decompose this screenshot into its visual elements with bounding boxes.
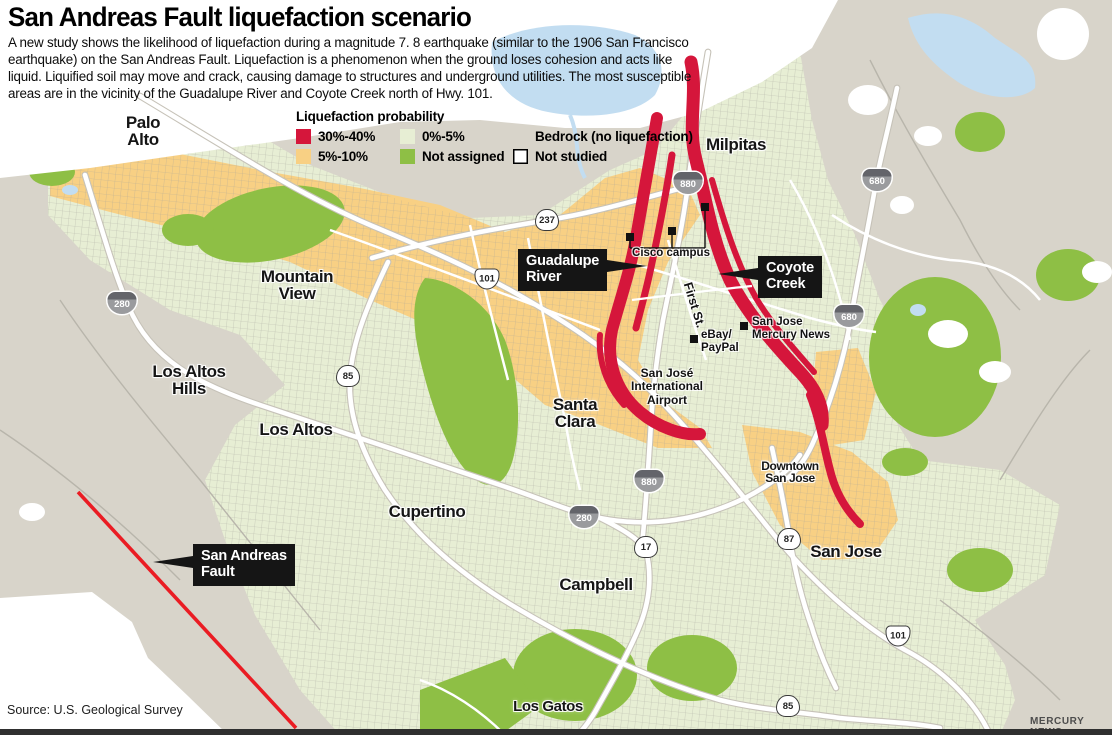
legend-swatch-30-40 <box>296 129 311 144</box>
highway-shield-i280-west: 280 <box>107 292 137 314</box>
water-bodies <box>62 13 1036 316</box>
cisco-marker <box>701 203 709 211</box>
city-label-los-altos: Los Altos <box>259 420 333 439</box>
highway-shield-us101-north: 101 <box>474 268 500 290</box>
legend-swatch-not-studied <box>513 149 528 164</box>
city-label-los-altos-hills: Los Altos Hills <box>152 362 226 399</box>
callout-san-andreas-fault: San Andreas Fault <box>153 544 295 586</box>
callout-guadalupe-river: Guadalupe River <box>518 249 648 291</box>
page-title: San Andreas Fault liquefaction scenario <box>8 2 472 32</box>
city-label-campbell: Campbell <box>559 575 633 594</box>
highway-shield-i680-north: 680 <box>862 169 892 191</box>
legend-swatch-bedrock <box>513 129 528 144</box>
cisco-marker <box>668 227 676 235</box>
mercury-news-marker <box>740 322 748 330</box>
poi-label-mercury-news: San Jose Mercury News <box>752 316 830 341</box>
legend-label: 5%-10% <box>318 149 368 164</box>
not-assigned-zones <box>29 112 1100 735</box>
poi-label-ebay-paypal: eBay/ PayPal <box>701 329 739 354</box>
cisco-marker <box>626 233 634 241</box>
legend-heading: Liquefaction probability <box>296 109 445 124</box>
highway-shield-ca85-south: 85 <box>776 695 800 717</box>
legend-item-5-10: 5%-10% <box>296 149 400 164</box>
callout-coyote-creek: Coyote Creek <box>718 256 822 298</box>
poi-label-sjc-airport: San José International Airport <box>630 366 704 407</box>
city-label-san-jose: San Jose <box>810 542 882 561</box>
city-label-palo-alto: Palo Alto <box>125 113 161 150</box>
roads-over-red <box>631 239 753 361</box>
legend-swatch-0-5 <box>400 129 415 144</box>
city-label-santa-clara: Santa Clara <box>552 395 598 432</box>
legend-item-30-40: 30%-40% <box>296 129 400 144</box>
legend-label: 30%-40% <box>318 129 376 144</box>
highway-shield-ca87: 87 <box>777 528 801 550</box>
source-credit: Source: U.S. Geological Survey <box>7 703 183 717</box>
highway-shield-i880-north: 880 <box>673 172 703 194</box>
highway-shield-us101-south: 101 <box>885 625 911 647</box>
cisco-leader-lines <box>629 211 706 249</box>
legend-item-bedrock: Bedrock (no liquefaction) <box>513 129 693 144</box>
highway-shield-ca85-north: 85 <box>336 365 360 387</box>
legend-grid: 30%-40% 0%-5% Bedrock (no liquefaction) … <box>296 129 693 164</box>
intro-paragraph: A new study shows the likelihood of liqu… <box>8 35 692 101</box>
poi-markers <box>626 203 748 343</box>
legend-label: Not assigned <box>422 149 505 164</box>
legend-item-not-assigned: Not assigned <box>400 149 513 164</box>
legend-swatch-5-10 <box>296 149 311 164</box>
legend: Liquefaction probability 30%-40% 0%-5% B… <box>296 109 693 164</box>
legend-item-not-studied: Not studied <box>513 149 693 164</box>
ebay-paypal-marker <box>690 335 698 343</box>
bottom-rule <box>0 729 1112 735</box>
highway-shield-i880-south: 880 <box>634 470 664 492</box>
highway-shield-i680-south: 680 <box>834 305 864 327</box>
legend-label: 0%-5% <box>422 129 465 144</box>
legend-label: Not studied <box>535 149 608 164</box>
highway-shield-ca237: 237 <box>535 209 559 231</box>
poi-label-cisco-campus: Cisco campus <box>632 247 710 259</box>
city-label-los-gatos: Los Gatos <box>513 698 583 715</box>
highway-shield-i280-east: 280 <box>569 506 599 528</box>
city-label-cupertino: Cupertino <box>388 502 466 521</box>
legend-swatch-not-assigned <box>400 149 415 164</box>
high-liquefaction-zones <box>596 55 864 528</box>
san-andreas-fault-line <box>76 490 298 730</box>
city-label-mountain-view: Mountain View <box>260 267 334 304</box>
legend-label: Bedrock (no liquefaction) <box>535 129 693 144</box>
city-label-milpitas: Milpitas <box>705 135 767 154</box>
legend-item-0-5: 0%-5% <box>400 129 513 144</box>
highway-shield-ca17: 17 <box>634 536 658 558</box>
city-label-downtown-san-jose: Downtown San Jose <box>761 459 819 486</box>
